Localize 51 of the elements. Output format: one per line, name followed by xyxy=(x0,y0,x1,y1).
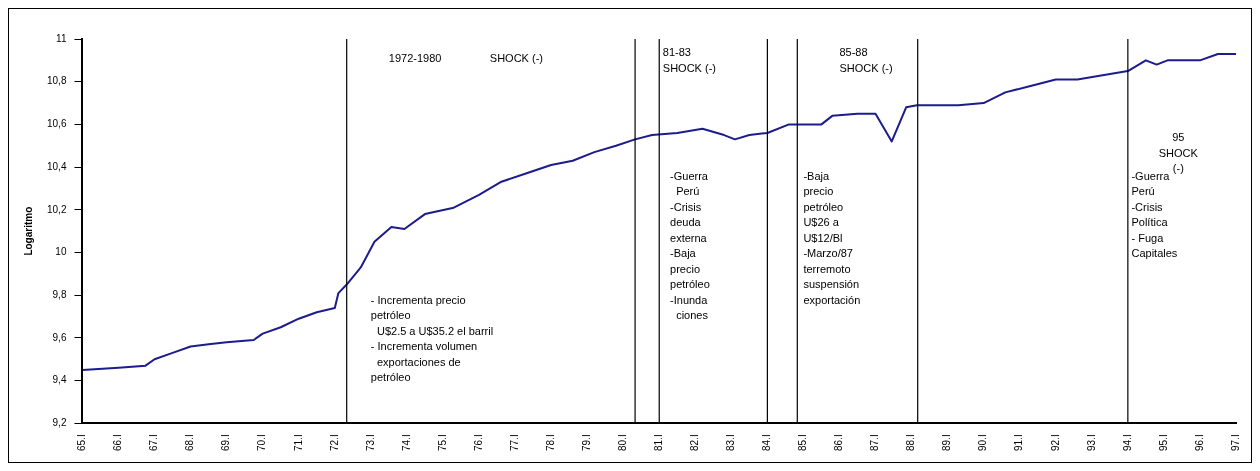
x-tick-label: 85.I xyxy=(797,434,809,452)
x-tick-label: 92.I xyxy=(1049,434,1061,452)
x-tick-label: 72.I xyxy=(328,434,340,452)
x-tick-label: 69.I xyxy=(220,434,232,452)
x-tick-label: 83.I xyxy=(725,434,737,452)
x-tick-label: 89.I xyxy=(941,434,953,452)
y-tick-label: 10,4 xyxy=(46,160,67,172)
x-tick-label: 80.I xyxy=(616,434,628,452)
y-tick-label: 10,2 xyxy=(46,203,67,215)
text: -Baja precio petróleo U$26 a U$12/Bl -Marzo/87 terremoto suspensión exportación xyxy=(803,169,861,306)
text: -Guerra Perú -Crisis deuda externa -Baja precio petróleo -Inunda ciones xyxy=(670,169,710,322)
x-tick-label: 70.I xyxy=(256,434,268,452)
y-tick-label: 10,8 xyxy=(46,75,67,87)
x-tick-label: 93.I xyxy=(1085,434,1097,452)
y-tick-label: 9,4 xyxy=(52,374,67,386)
y-tick-label: 11 xyxy=(56,32,67,44)
y-tick-label: 9,8 xyxy=(52,288,67,300)
x-tick-label: 75.I xyxy=(436,434,448,452)
annotation: 81-83 SHOCK (-) xyxy=(662,46,717,74)
x-tick-label: 76.I xyxy=(472,434,484,452)
x-tick-label: 97.I xyxy=(1229,434,1241,452)
y-tick-label: 10,6 xyxy=(46,118,67,130)
x-tick-label: 79.I xyxy=(580,434,592,452)
x-tick-label: 87.I xyxy=(869,434,881,452)
x-tick-label: 88.I xyxy=(905,434,917,452)
x-tick-label: 66.I xyxy=(112,434,124,452)
x-tick-label: 73.I xyxy=(364,434,376,452)
y-tick-label: 9,2 xyxy=(52,417,67,429)
x-tick-label: 94.I xyxy=(1121,434,1133,452)
x-tick-label: 95.I xyxy=(1157,434,1169,452)
x-tick-label: 67.I xyxy=(148,434,160,452)
x-tick-label: 81.I xyxy=(652,434,664,452)
x-tick-label: 71.I xyxy=(292,434,304,452)
x-tick-label: 84.I xyxy=(761,434,773,452)
y-tick-label: 9,6 xyxy=(52,331,67,343)
x-tick-label: 74.I xyxy=(400,434,412,452)
annotation: 1972-1980 xyxy=(388,52,442,65)
x-tick-label: 86.I xyxy=(833,434,845,452)
x-tick-label: 68.I xyxy=(184,434,196,452)
x-tick-label: 96.I xyxy=(1193,434,1205,452)
annotation: - Incrementa precio petróleo U$2.5 a U$35.2 el barril - Incrementa volumen exportaciones de petróleo xyxy=(370,293,494,384)
annotation: SHOCK (-) xyxy=(489,52,543,65)
x-tick-label: 90.I xyxy=(977,434,989,452)
y-axis-title: Logaritmo xyxy=(22,206,34,256)
x-tick-label: 65.I xyxy=(76,434,88,452)
x-tick-label: 78.I xyxy=(544,434,556,452)
x-tick-label: 82.I xyxy=(689,434,701,452)
annotation: 85-88 SHOCK (-) xyxy=(839,46,893,74)
y-tick-label: 10 xyxy=(55,246,67,258)
x-tick-label: 91.I xyxy=(1013,434,1025,452)
x-tick-label: 77.I xyxy=(508,434,520,452)
